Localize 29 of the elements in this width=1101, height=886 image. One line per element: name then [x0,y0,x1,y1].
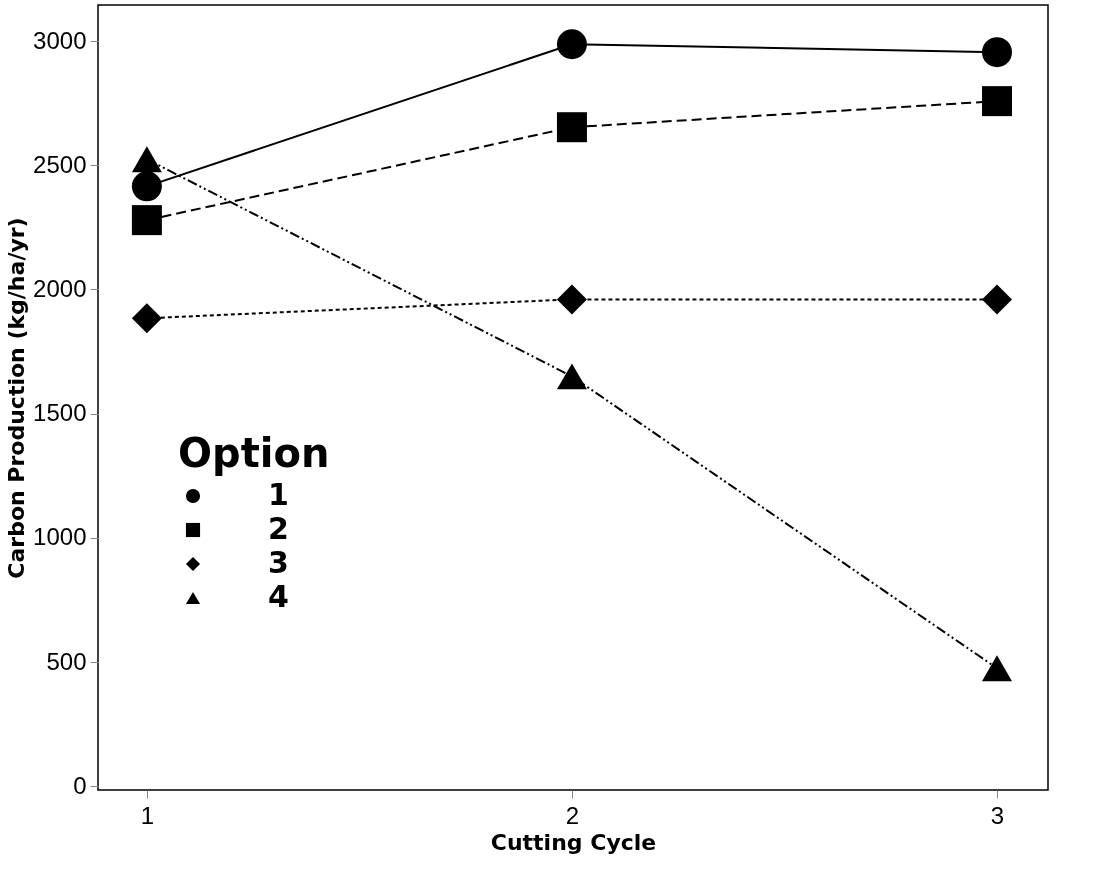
point [981,284,1012,315]
y-tick-label: 2000 [33,274,87,302]
point [981,655,1012,682]
point [556,284,587,315]
point [556,112,587,143]
legend-label: 3 [268,545,289,580]
x-tick-label: 2 [565,801,580,829]
legend-label: 4 [268,579,289,614]
point [131,303,162,334]
y-tick-label: 500 [46,647,87,675]
point [981,37,1012,68]
legend-label: 1 [268,477,289,512]
legend-title: Option [178,430,330,476]
point [131,146,162,173]
point [131,205,162,236]
y-tick-label: 1000 [33,523,87,551]
x-axis-title: Cutting Cycle [490,829,657,855]
x-tick-label: 3 [990,801,1005,829]
y-tick-label: 0 [73,771,87,799]
point [981,86,1012,117]
x-tick-label: 1 [140,801,155,829]
point [556,363,587,390]
point [131,171,162,202]
y-axis-title: Carbon Production (kg/ha/yr) [4,217,30,579]
y-tick-label: 2500 [33,150,87,178]
point [556,29,587,60]
y-tick-label: 3000 [33,26,87,54]
legend-label: 2 [268,511,289,546]
y-tick-label: 1500 [33,399,87,427]
